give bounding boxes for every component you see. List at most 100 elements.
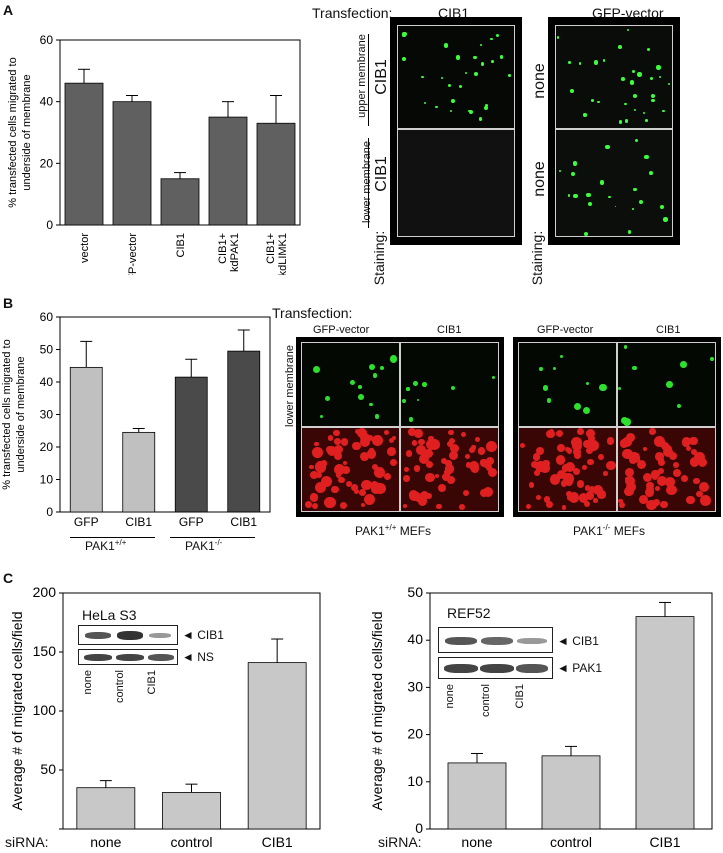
cell-spot [411, 440, 418, 446]
cell-spot [417, 438, 425, 446]
cell-spot [324, 496, 336, 508]
cell-spot [599, 383, 607, 392]
hela-blot-cib1 [78, 625, 178, 645]
col4-label-b: CIB1 [656, 324, 681, 336]
y-tick-label: 20 [40, 440, 54, 454]
cell-spot [689, 457, 699, 467]
cell-spot [468, 460, 480, 472]
cell-spot [533, 469, 540, 476]
cell-spot [440, 76, 444, 79]
cell-spot [383, 429, 389, 435]
cell-spot [567, 194, 570, 197]
cell-spot [485, 464, 493, 471]
cell-spot [449, 443, 460, 454]
cell-spot [666, 381, 674, 388]
cell-spot [625, 481, 637, 493]
cell-spot [379, 366, 384, 371]
cell-spot [469, 109, 474, 114]
cell-spot [436, 503, 442, 510]
cell-spot [483, 105, 489, 111]
cell-spot [458, 504, 465, 511]
cell-spot [450, 109, 453, 112]
cell-spot [629, 80, 635, 85]
cell-spot [465, 462, 472, 468]
cell-spot [333, 464, 345, 476]
cell-spot [451, 99, 455, 103]
cell-spot [625, 475, 636, 486]
cell-spot [562, 464, 570, 472]
chart-a: 0 20 40 60 % transfected cells migrated to un… [7, 33, 301, 275]
sirna-label-c2: siRNA: [378, 834, 422, 850]
cell-spot [444, 464, 454, 474]
bar [64, 82, 104, 226]
cell-spot [364, 493, 376, 505]
cell-spot [710, 357, 715, 362]
cell-spot [316, 471, 322, 478]
ref-band-cib1-3 [517, 638, 547, 644]
cell-spot [406, 387, 410, 391]
y-tick-label: 20 [407, 726, 423, 742]
y-tick-label: 40 [407, 631, 423, 647]
cell-spot [593, 485, 604, 496]
cell-spot [646, 47, 650, 52]
ref-band1-label: ◄ CIB1 [557, 634, 599, 648]
cell-spot [369, 402, 373, 407]
cell-spot [474, 436, 480, 442]
bar [174, 376, 208, 513]
cell-spot [635, 458, 640, 463]
cell-spot [341, 465, 350, 474]
stain-cib1-lower: CIB1 [373, 156, 390, 192]
cell-spot [618, 120, 623, 124]
y-tick-label: 100 [33, 702, 57, 718]
cell-spot [577, 428, 584, 436]
cell-spot [652, 499, 660, 507]
cell-spot [459, 84, 463, 88]
cell-spot [567, 61, 571, 64]
cell-spot [542, 459, 550, 468]
cell-spot [583, 113, 587, 117]
cell-spot [483, 487, 494, 498]
cell-spot [375, 414, 380, 419]
cell-spot [555, 429, 564, 438]
cell-spot [413, 465, 421, 473]
cell-spot [584, 485, 591, 491]
cell-spot [618, 498, 623, 504]
micrograph-b-left-cib1-red [400, 427, 499, 512]
cell-spot [446, 441, 453, 448]
cell-spot [573, 448, 582, 457]
cell-spot [564, 477, 574, 486]
cell-spot [656, 65, 661, 70]
cell-spot [473, 55, 478, 60]
cell-spot [388, 437, 395, 444]
cell-spot [637, 72, 642, 77]
cell-spot [471, 445, 476, 450]
cell-spot [598, 454, 604, 460]
cell-spot [574, 452, 581, 459]
bar [162, 792, 221, 830]
cell-spot [668, 83, 671, 86]
cell-spot [680, 361, 687, 368]
cell-spot [372, 373, 378, 378]
bar [112, 101, 152, 226]
cell-spot [619, 439, 629, 449]
cell-spot [441, 458, 448, 465]
cell-spot [584, 231, 589, 236]
micrograph-b-right-gfp-red [518, 427, 617, 512]
cell-spot [567, 448, 573, 454]
cell-spot [359, 451, 369, 461]
cell-spot [638, 494, 648, 504]
cell-spot [656, 455, 662, 461]
cell-spot [340, 438, 349, 447]
caption-b-left: PAK1+/+ MEFs [355, 523, 432, 538]
cell-spot [661, 442, 670, 451]
cell-spot [563, 472, 569, 478]
y-axis-label: % transfected cells migrated to [1, 339, 13, 489]
cell-spot [702, 496, 708, 502]
cell-spot [386, 446, 396, 456]
cell-spot [408, 489, 418, 500]
cell-spot [428, 435, 435, 442]
cell-spot [366, 449, 376, 459]
cell-spot [585, 381, 590, 386]
y-tick-label: 40 [40, 95, 54, 109]
x-tick-label: GFP [179, 515, 204, 529]
